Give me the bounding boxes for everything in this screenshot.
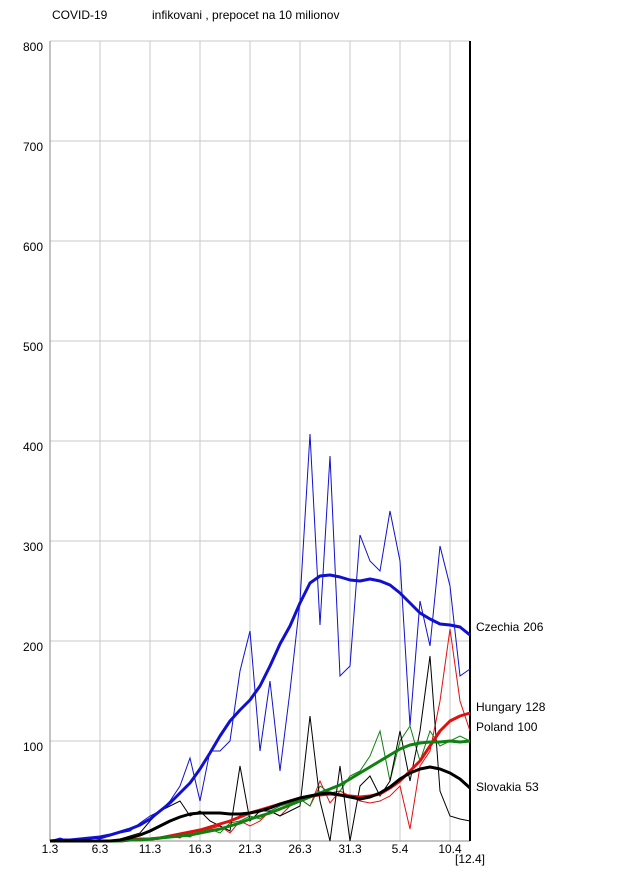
y-tick-label: 500	[23, 340, 43, 354]
end-value-label: 53	[525, 780, 539, 794]
x-tick-label: 5.4	[392, 842, 409, 856]
smoothed-line	[50, 765, 472, 843]
end-value-label: 206	[523, 620, 543, 634]
daily-line	[50, 724, 471, 842]
y-tick-label: 600	[23, 240, 43, 254]
end-value-label: 128	[525, 700, 545, 714]
x-tick-label: 26.3	[288, 842, 312, 856]
smoothed-line	[50, 711, 471, 843]
x-tick-label: 10.4	[438, 842, 462, 856]
y-tick-label: 400	[23, 440, 43, 454]
x-tick-label: 6.3	[92, 842, 109, 856]
smoothed-line	[50, 739, 471, 843]
end-value-label: 100	[517, 720, 537, 734]
y-tick-label: 300	[23, 540, 43, 554]
y-tick-label: 200	[23, 640, 43, 654]
legend-label: Hungary	[476, 700, 521, 714]
legend-label: Czechia	[476, 620, 520, 634]
y-tick-label: 100	[23, 740, 43, 754]
x-tick-label: 1.3	[42, 842, 59, 856]
x-tick-label: 16.3	[188, 842, 212, 856]
chart-title: COVID-19	[52, 8, 108, 22]
x-tick-label: 11.3	[139, 842, 162, 856]
legend-label: Poland	[476, 720, 513, 734]
legend-label: Slovakia	[476, 780, 522, 794]
y-tick-label: 700	[23, 140, 43, 154]
chart-subtitle: infikovani , prepocet na 10 milionov	[152, 8, 339, 22]
x-tick-label: [12.4]	[455, 852, 485, 866]
smoothed-line	[49, 573, 471, 843]
y-tick-label: 800	[23, 40, 43, 54]
daily-line	[49, 433, 471, 842]
x-tick-label: 31.3	[338, 842, 362, 856]
x-tick-label: 21.3	[238, 842, 262, 856]
